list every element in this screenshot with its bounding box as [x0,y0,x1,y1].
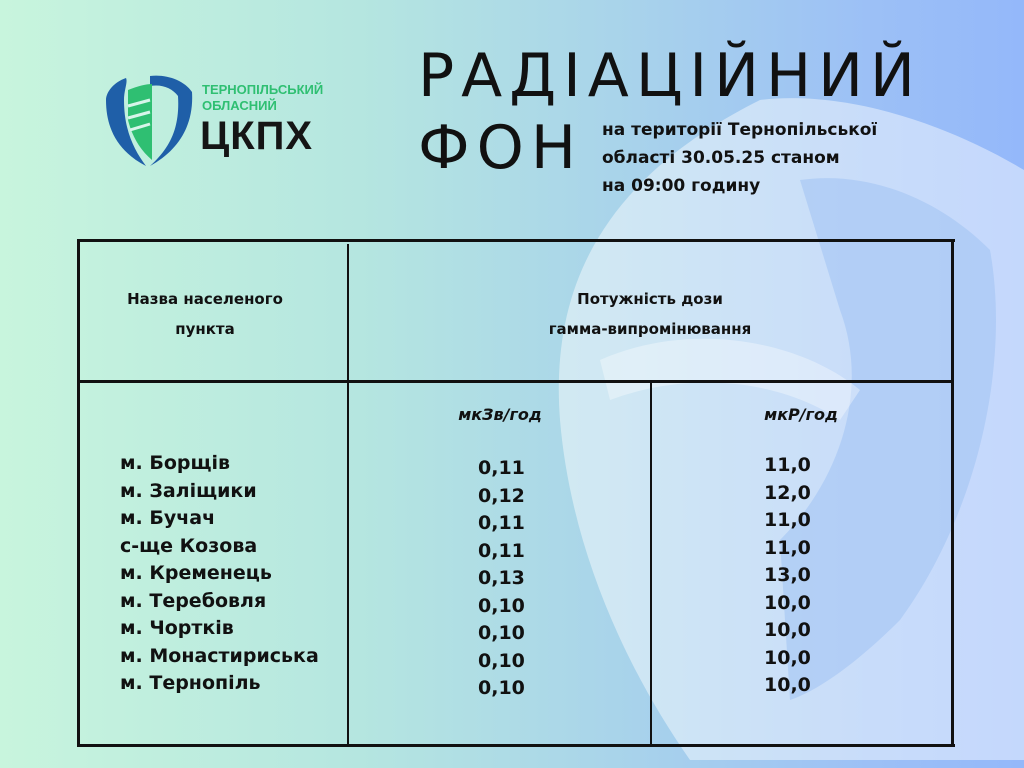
header-dose: Потужність дози гамма-випромінювання [350,284,950,344]
table-border-right [951,239,954,747]
header-settlement: Назва населеного пункта [80,284,330,344]
table-cell-name: м. Тернопіль [120,672,261,694]
table-cell-ur: 10,0 [764,674,811,696]
table-cell-ur: 13,0 [764,564,811,586]
table-cell-usv: 0,12 [478,484,525,507]
settlement-column: м. Борщів м. Заліщики м. Бучач с-ще Козова м… [120,450,319,698]
table-cell-usv: 0,13 [478,567,525,589]
table-divider [650,381,652,746]
table-cell-ur: 10,0 [764,591,811,614]
table-divider [347,244,349,746]
table-cell-name: м. Заліщики [120,479,257,502]
title-line1: РАДІАЦІЙНИЙ [418,41,922,111]
unit-ur: мкР/год [764,405,838,424]
table-cell-ur: 10,0 [764,619,811,641]
table-cell-ur: 10,0 [764,646,811,669]
ur-column: 11,0 12,0 11,0 11,0 13,0 10,0 10,0 10,0 10,0 [764,452,811,700]
header-line: пункта [175,320,235,338]
table-cell-name: м. Чортків [120,617,234,639]
table-border-top [78,239,955,242]
header-line: Потужність дози [577,290,723,308]
title-line2: ФОН [418,113,583,183]
table-cell-ur: 11,0 [764,536,811,559]
subtitle: на території Тернопільської області 30.0… [602,116,877,200]
header-line: гамма-випромінювання [548,320,752,338]
logo-shield-icon [106,75,193,166]
logo-line2: ОБЛАСНИЙ [202,98,277,113]
table-cell-usv: 0,11 [478,539,525,562]
table-cell-usv: 0,10 [478,622,525,644]
subtitle-line: на території Тернопільської [602,120,878,140]
table-cell-name: м. Борщів [120,452,231,474]
table-cell-ur: 11,0 [764,454,811,476]
table-border-left [77,239,80,747]
table-cell-usv: 0,10 [478,649,525,672]
logo-line1: ТЕРНОПІЛЬСЬКИЙ [202,82,324,97]
unit-usv: мкЗв/год [458,405,542,424]
usv-column: 0,11 0,12 0,11 0,11 0,13 0,10 0,10 0,10 0,10 [478,455,525,703]
table-cell-usv: 0,11 [478,512,525,534]
subtitle-line: області 30.05.25 станом [602,148,840,168]
background-shield-watermark [558,98,1024,760]
table-border-bottom [78,744,955,747]
table-cell-name: м. Бучач [120,507,216,529]
table-cell-usv: 0,11 [478,457,525,479]
table-cell-ur: 11,0 [764,509,811,531]
logo-abbr: ЦКПХ [200,114,314,158]
table-cell-usv: 0,10 [478,594,525,617]
table-cell-name: м. Кременець [120,562,272,584]
table-divider [78,380,953,383]
table-cell-usv: 0,10 [478,677,525,699]
subtitle-line: на 09:00 годину [602,176,761,196]
header-line: Назва населеного [127,290,283,308]
table-cell-name: с-ще Козова [120,534,258,557]
table-cell-name: м. Теребовля [120,589,267,612]
table-cell-name: м. Монастириська [120,644,319,667]
table-cell-ur: 12,0 [764,481,811,504]
